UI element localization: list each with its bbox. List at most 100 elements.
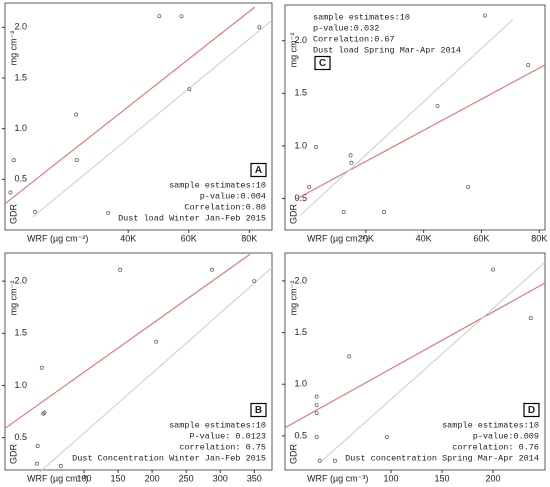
data-point [317,458,322,463]
x-tick-label: 200 [145,473,160,483]
y-axis-label-bottom: GDR [288,204,298,225]
x-tick-label: 60K [473,233,489,243]
data-point [341,210,346,215]
x-axis-label: WRF (µg cm⁻³) [27,473,88,483]
annotation: Dust concentration Spring Mar-Apr 2014 [345,453,539,463]
y-axis-label: mg cm⁻² [288,281,298,316]
data-point [179,14,184,19]
y-tick-label: 1.5 [294,88,307,98]
y-tick-label: 0.5 [14,432,27,442]
annotation: sample estimates:10 [313,12,410,22]
fit-line [319,261,546,464]
data-point [313,144,318,149]
panel-label-box [250,162,267,178]
data-point [314,434,319,439]
y-axis-label: mg cm⁻² [288,33,298,68]
y-tick-label: 1.5 [14,72,27,82]
annotation: Correlation:0.67 [313,34,395,44]
panel-label: A [255,165,262,176]
data-point [210,267,215,272]
annotation: p-value:0.009 [473,431,539,441]
data-point [252,279,257,284]
y-axis-label-bottom: GDR [8,204,18,225]
x-tick-label: 350 [247,473,262,483]
annotation: p-value:0.004 [200,191,266,201]
data-point [435,103,440,108]
data-point [347,354,352,359]
plot-frame [284,4,546,231]
plot-frame [284,252,546,471]
x-tick-label: 40K [120,233,136,243]
y-tick-label: 1.5 [14,328,27,338]
fit-line [299,19,513,216]
plot-frame [4,252,273,471]
annotation: P-value: 0.0123 [189,431,266,441]
data-point [157,14,162,19]
y-tick-label: 1.0 [14,123,27,133]
panel-label-box [250,402,267,418]
fit-line [4,253,251,429]
panel-label-box [523,402,540,418]
x-tick-label: 20K [358,233,374,243]
y-tick-label: 1.0 [294,379,307,389]
data-point [42,410,47,415]
data-point [382,210,387,215]
x-axis-label: WRF (µg cm⁻²) [27,233,88,243]
panel-label: D [528,405,535,416]
y-tick-label: 2.0 [14,276,27,286]
fit-line [32,19,273,218]
panel-label: B [255,405,262,416]
y-axis-label-bottom: GDR [288,444,298,465]
x-axis-label: WRF (µg cm⁻³) [307,473,368,483]
data-point [154,339,159,344]
data-point [348,153,353,158]
x-tick-label: 60K [181,233,197,243]
data-point [11,158,16,163]
fit-line [284,282,546,429]
annotation: Dust Concentration Winter Jan-Feb 2015 [72,453,266,463]
data-point [333,458,337,463]
data-point [257,25,262,30]
y-axis-label: mg cm⁻² [8,31,18,66]
data-point [58,463,63,468]
y-tick-label: 2.0 [14,22,27,32]
data-point [187,87,192,92]
annotation: sample estimates:10 [169,180,266,190]
data-point [106,210,111,215]
y-tick-label: 1.5 [294,327,307,337]
x-tick-label: 100 [76,473,91,483]
x-tick-label: 250 [179,473,194,483]
x-tick-label: 80K [241,233,257,243]
annotation: Dust load Winter Jan-Feb 2015 [118,213,266,223]
annotation: correlation: 0.76 [452,442,539,452]
x-tick-label: 300 [213,473,228,483]
y-tick-label: 2.0 [294,35,307,45]
data-point [349,160,354,165]
x-tick-label: 100 [384,473,399,483]
y-axis-label-bottom: GDR [8,444,18,465]
data-point [74,112,79,117]
data-point [491,267,495,272]
x-tick-label: 40K [416,233,432,243]
panel-label: C [319,58,326,69]
data-point [314,394,319,399]
annotation: sample estimates:10 [169,420,266,430]
y-tick-label: 0.5 [294,430,307,440]
y-tick-label: 0.5 [14,174,27,184]
data-point [35,444,40,448]
annotation: Dust load Spring Mar-Apr 2014 [313,45,461,55]
annotation: correlation: 0.75 [179,442,266,452]
data-point [466,184,471,189]
data-point [118,267,123,272]
data-point [33,209,37,214]
y-axis-label: mg cm⁻² [8,281,18,316]
fit-line [4,6,256,205]
fit-line [294,64,546,200]
annotation: sample estimates:10 [442,420,539,430]
data-point [74,158,79,163]
data-point [526,62,531,67]
y-tick-label: 1.0 [294,140,307,150]
data-point [482,13,487,18]
y-tick-label: 2.0 [294,275,307,285]
